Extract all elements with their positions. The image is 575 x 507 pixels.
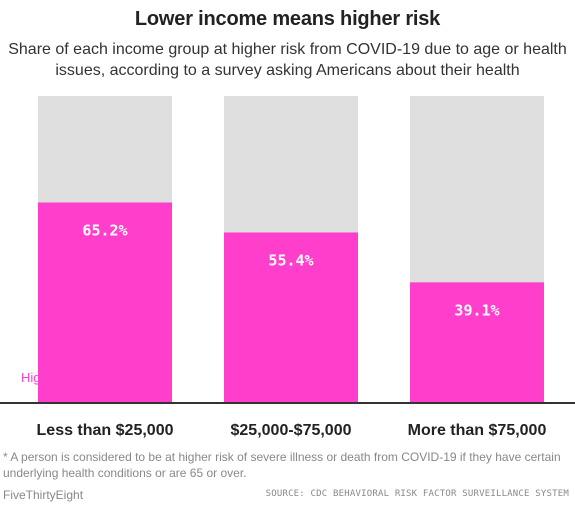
data-label: 65.2% xyxy=(82,221,127,239)
bar xyxy=(224,232,358,402)
category-label: More than $75,000 xyxy=(408,422,547,439)
bar xyxy=(410,282,544,402)
source-label: SOURCE: CDC BEHAVIORAL RISK FACTOR SURVE… xyxy=(265,489,569,499)
data-label: 39.1% xyxy=(454,301,499,319)
category-label: Less than $25,000 xyxy=(37,422,174,439)
chart-title: Lower income means higher risk xyxy=(134,8,441,30)
chart-subtitle: Share of each income group at higher ris… xyxy=(8,41,567,79)
brand-label: FiveThirtyEight xyxy=(3,488,84,502)
legend-label: Higher risk* xyxy=(21,370,88,385)
bar xyxy=(38,202,172,402)
footnote: * A person is considered to be at higher… xyxy=(3,450,561,480)
category-label: $25,000-$75,000 xyxy=(231,422,352,439)
data-label: 55.4% xyxy=(268,251,313,269)
